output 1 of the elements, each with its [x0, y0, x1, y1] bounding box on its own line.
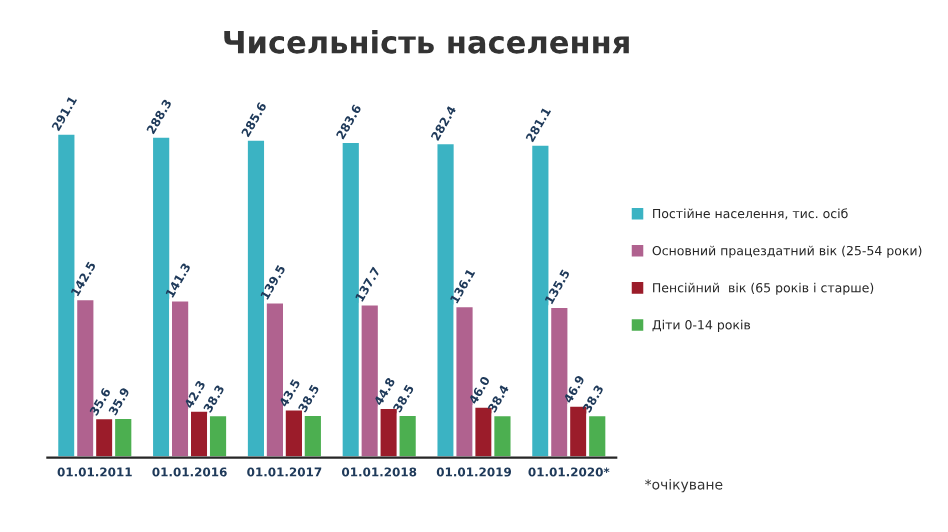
chart-title: Чисельність населення — [224, 29, 629, 54]
